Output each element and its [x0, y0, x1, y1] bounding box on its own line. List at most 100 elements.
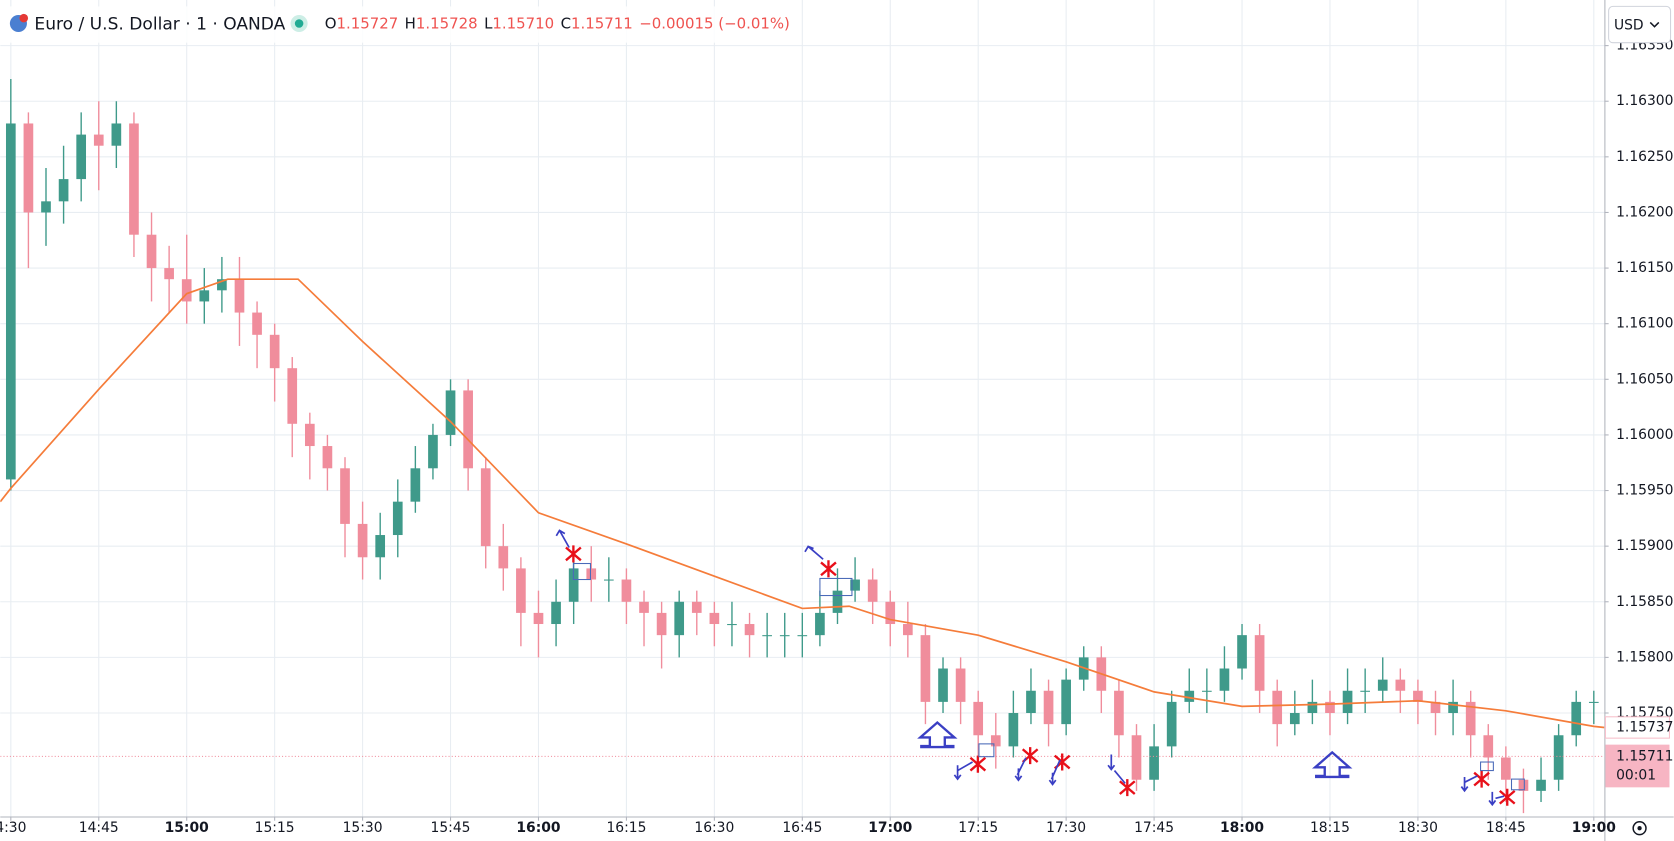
candle-body: [832, 590, 843, 613]
candle-body: [920, 635, 931, 702]
candle-body: [1026, 690, 1036, 714]
candle-body: [1448, 701, 1458, 714]
x-tick-label: 4:30: [0, 820, 26, 836]
countdown: 00:01: [1616, 768, 1656, 784]
up-arrow: [1312, 750, 1353, 779]
candle-body: [621, 579, 632, 602]
candle-body: [252, 312, 262, 335]
candle-body: [551, 601, 561, 625]
candle-body: [269, 334, 280, 369]
candle-body: [955, 668, 966, 702]
plot: [0, 78, 1605, 814]
candle-body: [181, 279, 192, 302]
candle-body: [199, 290, 210, 302]
candle-body: [1272, 690, 1283, 725]
l-value: 1.15710: [492, 15, 554, 33]
x-tick-label: 15:30: [343, 820, 383, 836]
candle-body: [1571, 701, 1582, 736]
candle-body: [1114, 690, 1124, 736]
candle-body: [76, 134, 87, 180]
candle-body: [973, 701, 984, 736]
x-tick-label: 17:45: [1134, 820, 1174, 836]
candle-body: [1395, 679, 1406, 691]
box: [819, 577, 853, 597]
candle-body: [1430, 701, 1441, 714]
x-tick-label: 18:45: [1486, 820, 1526, 836]
currency-caret[interactable]: [1649, 21, 1660, 28]
candle-body: [762, 635, 772, 637]
settings-icon[interactable]: [1632, 821, 1647, 836]
arrows: [555, 529, 1505, 807]
x-tick-label: 14:45: [79, 820, 119, 836]
currency-button[interactable]: [1608, 5, 1672, 44]
candle-body: [1360, 690, 1370, 692]
candle-body: [1307, 701, 1318, 714]
candle-body: [1325, 701, 1335, 714]
gear-center[interactable]: [1637, 826, 1642, 831]
currency-label[interactable]: USD: [1614, 18, 1644, 34]
y-tick-label: 1.16250: [1616, 149, 1673, 165]
candle-body: [1202, 690, 1212, 692]
x-tick-label: 15:00: [165, 820, 209, 836]
candle-body: [340, 468, 350, 524]
ma-price-box: [1604, 716, 1670, 739]
drawings: [555, 529, 1525, 807]
candle-body: [1342, 690, 1353, 714]
candle-body: [885, 601, 896, 625]
candle-body: [41, 201, 51, 213]
candle-body: [1518, 779, 1529, 791]
candle-body: [428, 434, 438, 469]
candle-body: [375, 535, 386, 558]
box: [1480, 761, 1494, 772]
x-tick-label: 16:15: [606, 820, 646, 836]
y-tick-label: 1.16150: [1616, 260, 1673, 276]
l-key: L: [484, 15, 493, 33]
candle-body: [1166, 701, 1177, 747]
candle-body: [445, 390, 456, 435]
candle-body: [5, 123, 16, 480]
candle-body: [392, 501, 403, 536]
y-tick-label: 1.16100: [1616, 316, 1673, 332]
x-tick-label: 18:15: [1310, 820, 1350, 836]
candle-body: [1254, 635, 1265, 691]
candle-body: [604, 579, 614, 581]
candle-body: [234, 279, 245, 313]
candle-body: [674, 601, 685, 636]
candle-body: [480, 468, 491, 547]
price-label: 1.15711: [1616, 748, 1673, 764]
gear[interactable]: [1632, 821, 1647, 836]
candle-body: [498, 546, 509, 569]
candle-body: [1043, 690, 1054, 725]
h-key: H: [405, 15, 416, 33]
candle-body: [1008, 713, 1019, 747]
o-value: 1.15727: [336, 15, 398, 33]
box: [572, 562, 591, 581]
candle-body: [744, 624, 755, 636]
y-tick-label: 1.16000: [1616, 427, 1673, 443]
candle-body: [1483, 735, 1494, 758]
candle-body: [639, 601, 649, 613]
candle-body: [1149, 746, 1159, 780]
y-tick-label: 1.16300: [1616, 93, 1673, 109]
candle-body: [58, 179, 69, 202]
box: [978, 743, 995, 758]
candle-body: [111, 123, 122, 146]
candle-body: [691, 601, 702, 613]
candle-body: [533, 612, 544, 625]
x-tick-label: 15:45: [431, 820, 471, 836]
x-tick-label: 19:00: [1572, 820, 1616, 836]
candle-body: [410, 468, 421, 502]
x-tick-label: 16:30: [694, 820, 734, 836]
o-key: O: [325, 15, 337, 33]
x-tick-label: 18:00: [1220, 820, 1264, 836]
candle-body: [867, 579, 878, 602]
box: [1510, 778, 1525, 791]
candle-body: [357, 523, 368, 558]
y-tick-label: 1.15850: [1616, 594, 1673, 610]
candle-body: [1131, 735, 1142, 780]
candle-body: [938, 668, 948, 702]
candle-body: [815, 612, 825, 636]
candle-body: [1289, 713, 1300, 725]
candle-body: [93, 134, 104, 146]
